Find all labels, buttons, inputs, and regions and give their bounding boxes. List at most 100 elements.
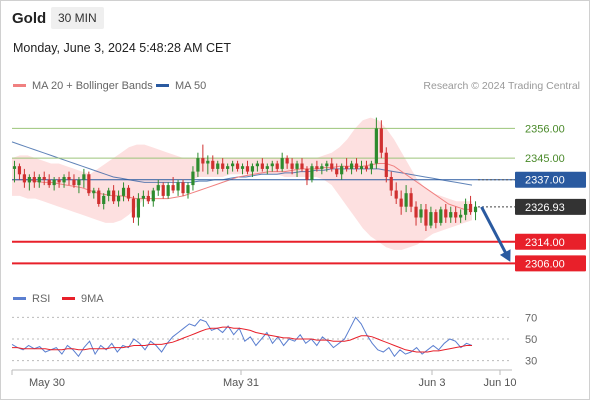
candle-body	[151, 190, 155, 202]
candle-body	[305, 168, 309, 180]
legend-rsi-label: RSI	[32, 293, 51, 305]
ma50-swatch	[156, 83, 169, 87]
candle-body	[359, 166, 364, 169]
candle-body	[409, 193, 413, 207]
candle-body	[364, 166, 369, 169]
research-credit: Research © 2024 Trading Central	[423, 80, 580, 92]
level-label-2314.00: 2314.00	[525, 237, 565, 249]
candle-body	[181, 182, 185, 194]
candle-body	[231, 163, 235, 167]
candle-body	[300, 163, 304, 169]
level-label-box-2314.00	[515, 233, 586, 250]
chart-datetime: Monday, June 3, 2024 5:48:28 AM CET	[13, 41, 231, 55]
candle-body	[245, 166, 250, 172]
candle-body	[191, 171, 195, 186]
candle-body	[330, 163, 334, 169]
candle-body	[72, 179, 76, 186]
candle-body	[290, 163, 294, 169]
candle-body	[335, 168, 339, 175]
candle-body	[345, 166, 349, 169]
candle-body	[226, 166, 230, 169]
x-tick-label-may-30: May 30	[29, 377, 65, 389]
candle-body	[201, 158, 205, 164]
candle-body	[57, 179, 61, 183]
legend-ma20-label: MA 20 + Bollinger Bands	[32, 80, 153, 92]
candle-body	[32, 177, 36, 183]
candle-body	[156, 185, 160, 191]
candle-body	[146, 195, 150, 202]
legend-rsi-ma-label: 9MA	[81, 293, 104, 305]
rsi-ma-swatch	[62, 296, 75, 300]
candle-body	[211, 160, 215, 169]
candle-body	[389, 177, 393, 191]
candle-body	[42, 177, 46, 180]
candle-body	[320, 166, 324, 169]
candle-body	[126, 187, 131, 199]
candle-body	[166, 185, 170, 196]
candle-body	[121, 187, 126, 196]
x-tick-label-jun-10: Jun 10	[483, 377, 516, 389]
candle-body	[235, 163, 240, 169]
level-label-box-2306.00	[515, 255, 586, 272]
candle-body	[196, 158, 200, 172]
candle-body	[270, 163, 274, 167]
candle-body	[102, 195, 106, 204]
forecast-arrow-head	[499, 249, 511, 262]
candle-body	[141, 195, 145, 199]
candle-body	[399, 198, 403, 207]
candle-body	[97, 190, 101, 204]
candle-body	[310, 166, 314, 180]
candle-body	[315, 166, 319, 169]
candle-body	[379, 128, 383, 153]
legend-rsi: RSI	[13, 293, 50, 305]
x-tick-label-may-31: May 31	[223, 377, 259, 389]
candle-body	[17, 166, 22, 175]
level-label-2326.93: 2326.93	[525, 202, 565, 214]
bollinger-band-area	[12, 117, 472, 250]
candle-body	[22, 174, 26, 183]
candle-body	[325, 163, 329, 167]
candle-body	[444, 209, 448, 218]
candle-body	[67, 177, 71, 180]
legend-ma20: MA 20 + Bollinger Bands	[13, 80, 153, 92]
candle-body	[116, 195, 121, 202]
ma20-swatch	[13, 83, 26, 87]
candle-body	[369, 163, 374, 169]
candle-body	[107, 190, 111, 196]
ma50-line	[11, 141, 473, 186]
candle-body	[394, 190, 398, 199]
level-label-2345.00: 2345.00	[525, 153, 565, 165]
legend-ma50: MA 50	[156, 80, 206, 92]
candle-body	[161, 185, 165, 196]
level-label-2356.00: 2356.00	[525, 123, 565, 135]
candle-body	[449, 212, 453, 218]
candle-body	[439, 209, 443, 223]
candle-body	[295, 163, 299, 169]
candle-body	[473, 206, 478, 213]
candle-body	[131, 198, 136, 218]
candle-body	[419, 209, 423, 218]
candle-body	[112, 190, 116, 202]
candle-body	[87, 174, 91, 194]
candle-body	[37, 177, 41, 183]
candle-body	[424, 209, 428, 226]
candle-body	[255, 163, 259, 167]
legend-rsi-ma: 9MA	[62, 293, 104, 305]
candle-body	[454, 212, 458, 218]
rsi-tick-label-50: 50	[525, 334, 537, 346]
rsi-series-9ma	[12, 326, 472, 353]
candle-body	[349, 163, 354, 169]
candle-body	[354, 163, 359, 169]
candle-body	[186, 185, 190, 194]
interval-badge[interactable]: 30 MIN	[51, 7, 104, 29]
candle-body	[464, 204, 468, 215]
candle-body	[468, 204, 473, 213]
candle-body	[27, 177, 31, 183]
candle-body	[434, 212, 438, 223]
level-label-box-2337.00	[515, 171, 586, 188]
candle-body	[374, 128, 378, 164]
legend-ma50-label: MA 50	[175, 80, 207, 92]
x-tick-label-jun-3: Jun 3	[419, 377, 446, 389]
level-label-2337.00: 2337.00	[525, 175, 565, 187]
